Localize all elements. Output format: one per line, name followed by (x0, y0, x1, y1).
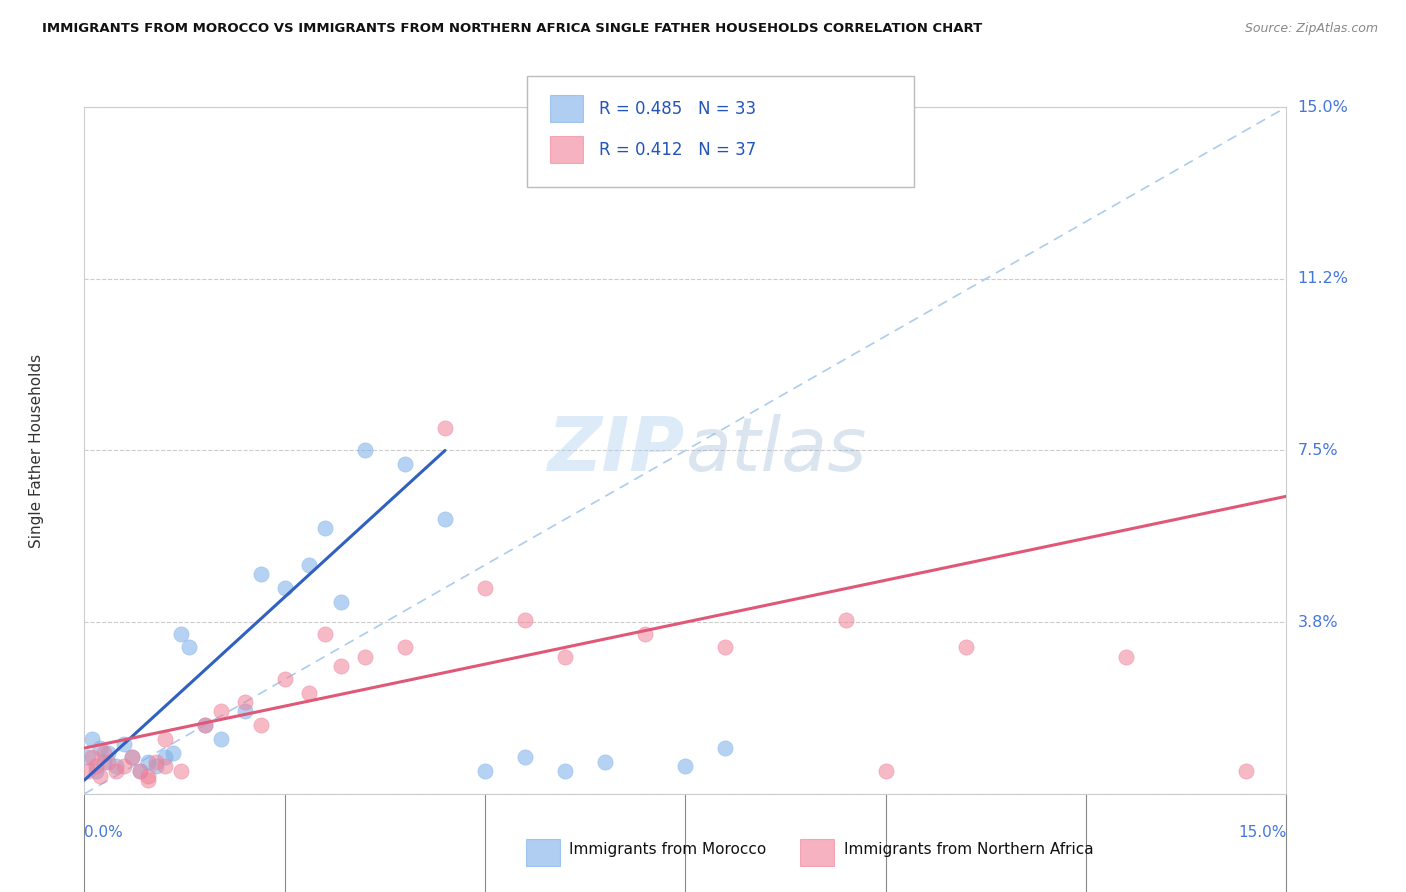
Point (394, 640, 416, 655)
Point (515, 750, 537, 764)
Point (209, 731, 232, 746)
Point (1115, 649, 1137, 664)
Point (329, 658, 352, 673)
Point (77, 750, 100, 764)
Point (274, 673, 297, 687)
Point (105, 759, 128, 773)
Point (298, 686, 321, 700)
Point (89, 741, 111, 756)
Point (434, 420, 457, 434)
Point (194, 718, 217, 732)
Text: 15.0%: 15.0% (1239, 825, 1286, 840)
Point (675, 759, 697, 773)
Point (474, 581, 496, 595)
Point (129, 764, 152, 778)
Text: 0.0%: 0.0% (84, 825, 124, 840)
Point (121, 750, 143, 764)
Point (955, 640, 977, 655)
Point (97, 755, 120, 769)
Point (82, 750, 104, 764)
Point (595, 755, 617, 769)
Point (835, 613, 858, 627)
Point (162, 746, 184, 760)
Point (169, 764, 191, 778)
Point (209, 705, 232, 719)
Point (86, 759, 108, 773)
Point (314, 626, 336, 640)
Text: R = 0.412   N = 37: R = 0.412 N = 37 (599, 141, 756, 159)
Point (114, 737, 135, 751)
Point (474, 764, 496, 778)
Point (875, 764, 897, 778)
Point (1236, 764, 1258, 778)
Point (274, 581, 297, 595)
Text: atlas: atlas (686, 415, 868, 486)
Point (515, 613, 537, 627)
Text: Source: ZipAtlas.com: Source: ZipAtlas.com (1244, 22, 1378, 36)
Point (249, 567, 271, 582)
Point (114, 759, 135, 773)
Point (233, 695, 256, 709)
Point (634, 626, 657, 640)
Point (105, 764, 128, 778)
Point (93, 755, 115, 769)
Point (138, 768, 160, 782)
Point (82, 731, 104, 746)
Point (93, 746, 115, 760)
Point (77, 764, 100, 778)
Point (145, 759, 167, 773)
Point (89, 768, 111, 782)
Text: R = 0.485   N = 33: R = 0.485 N = 33 (599, 100, 756, 118)
Point (153, 759, 176, 773)
Point (129, 764, 152, 778)
Point (233, 705, 256, 719)
Point (298, 558, 321, 572)
Point (153, 750, 176, 764)
Text: 11.2%: 11.2% (1298, 271, 1348, 286)
Point (177, 640, 200, 655)
Point (434, 512, 457, 526)
Point (354, 443, 377, 458)
Point (169, 626, 191, 640)
Point (194, 718, 217, 732)
Point (394, 457, 416, 471)
Point (138, 755, 160, 769)
Text: Immigrants from Northern Africa: Immigrants from Northern Africa (844, 842, 1094, 856)
Point (554, 649, 576, 664)
Point (554, 764, 576, 778)
Point (329, 594, 352, 608)
Point (138, 773, 160, 788)
Point (145, 755, 167, 769)
Text: IMMIGRANTS FROM MOROCCO VS IMMIGRANTS FROM NORTHERN AFRICA SINGLE FATHER HOUSEHO: IMMIGRANTS FROM MOROCCO VS IMMIGRANTS FR… (42, 22, 983, 36)
Point (714, 741, 737, 756)
Point (249, 718, 271, 732)
Text: 3.8%: 3.8% (1298, 615, 1339, 630)
Text: 7.5%: 7.5% (1298, 443, 1339, 458)
Text: ZIP: ZIP (548, 414, 686, 487)
Point (714, 640, 737, 655)
Text: 15.0%: 15.0% (1298, 100, 1348, 114)
Point (86, 764, 108, 778)
Text: Single Father Households: Single Father Households (28, 353, 44, 548)
Point (153, 731, 176, 746)
Point (354, 649, 377, 664)
Point (314, 521, 336, 535)
Text: Immigrants from Morocco: Immigrants from Morocco (569, 842, 766, 856)
Point (97, 746, 120, 760)
Point (121, 750, 143, 764)
